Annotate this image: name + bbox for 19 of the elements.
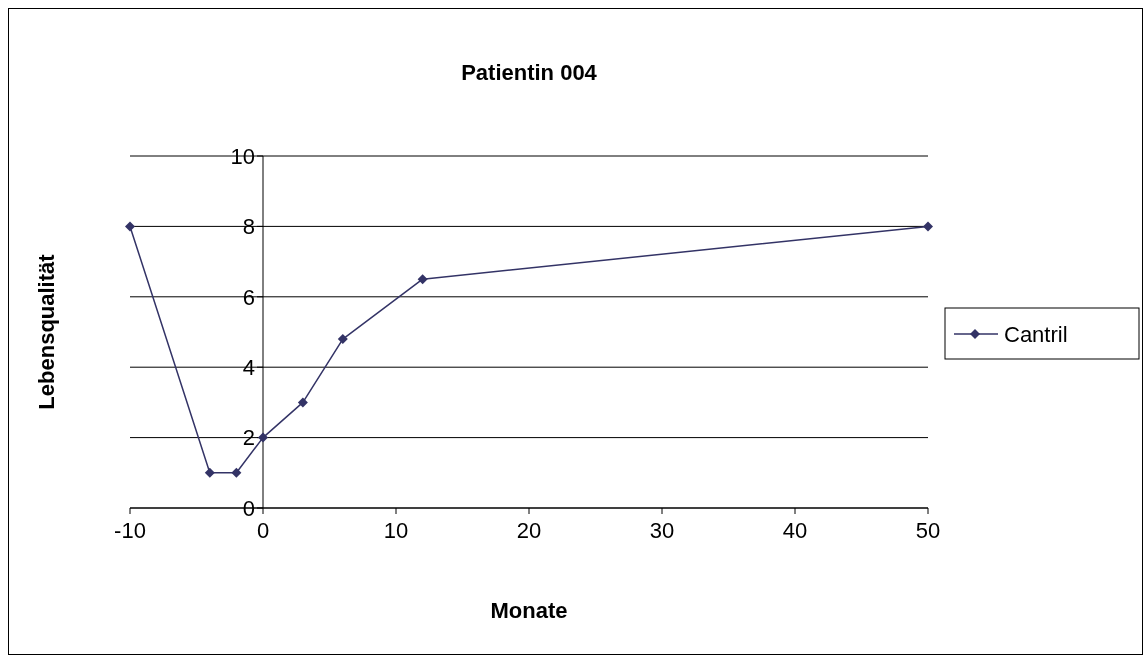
- legend-label: Cantril: [1004, 321, 1068, 347]
- x-tick-label: 40: [782, 518, 808, 543]
- point: [297, 397, 308, 408]
- x-tick-label: 50: [915, 518, 941, 543]
- point: [258, 432, 268, 443]
- point: [337, 334, 348, 345]
- y-tick-label: 10: [230, 143, 255, 169]
- x-tick-label: -10: [114, 518, 146, 543]
- point: [417, 274, 428, 285]
- x-axis-title: Monate: [490, 598, 568, 623]
- chart-title: Patientin 004: [461, 60, 598, 85]
- x-tick-label: 10: [383, 518, 409, 543]
- point: [923, 221, 933, 232]
- point: [204, 467, 215, 478]
- x-tick-label: 30: [649, 518, 675, 543]
- x-tick-label: 20: [516, 518, 542, 543]
- point: [125, 221, 135, 232]
- y-axis-title: Lebensqualität: [34, 253, 59, 410]
- point: [231, 467, 242, 478]
